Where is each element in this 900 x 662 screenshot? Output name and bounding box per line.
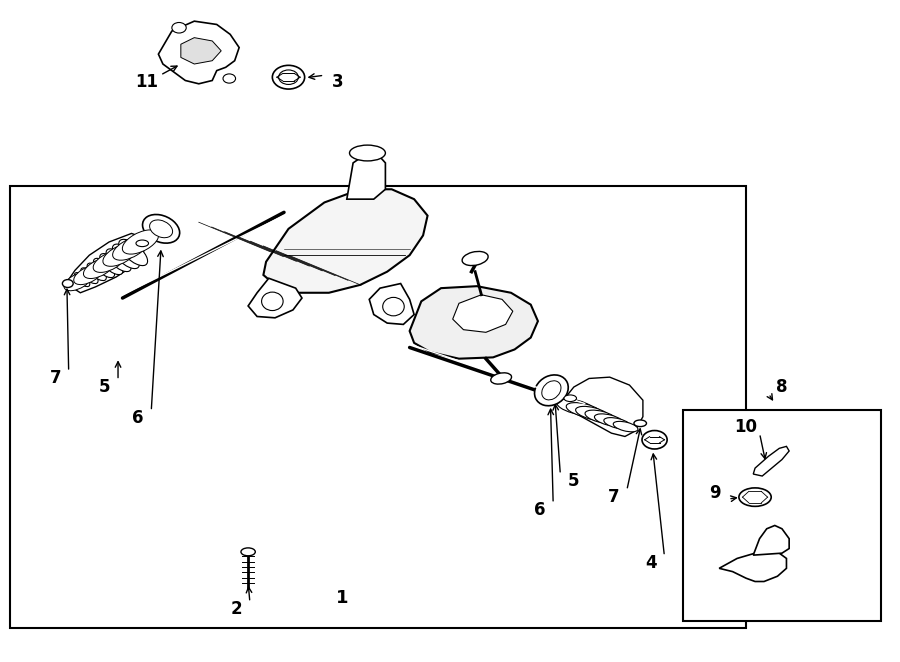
Ellipse shape — [119, 240, 148, 265]
Polygon shape — [264, 189, 428, 293]
Ellipse shape — [613, 422, 638, 432]
Ellipse shape — [542, 381, 561, 400]
Bar — [11, 186, 746, 628]
Ellipse shape — [172, 23, 186, 33]
Ellipse shape — [564, 395, 577, 402]
Ellipse shape — [136, 240, 149, 247]
Ellipse shape — [642, 430, 667, 449]
Ellipse shape — [112, 237, 148, 260]
Ellipse shape — [142, 214, 180, 243]
Polygon shape — [410, 286, 538, 359]
Polygon shape — [346, 153, 385, 199]
Ellipse shape — [81, 268, 98, 283]
Polygon shape — [453, 295, 513, 332]
Ellipse shape — [122, 230, 158, 254]
Ellipse shape — [594, 414, 624, 426]
Ellipse shape — [149, 220, 173, 238]
Text: 1: 1 — [336, 589, 348, 607]
Ellipse shape — [279, 70, 299, 85]
Ellipse shape — [382, 297, 404, 316]
Polygon shape — [753, 526, 789, 555]
Ellipse shape — [100, 254, 122, 275]
Text: 11: 11 — [135, 73, 158, 91]
Ellipse shape — [262, 292, 284, 310]
Text: 4: 4 — [645, 554, 657, 572]
Ellipse shape — [87, 263, 106, 281]
Polygon shape — [158, 21, 239, 84]
Ellipse shape — [576, 406, 609, 420]
Ellipse shape — [112, 244, 140, 269]
Ellipse shape — [84, 258, 113, 279]
Ellipse shape — [75, 273, 90, 287]
Ellipse shape — [103, 244, 136, 266]
Ellipse shape — [74, 265, 103, 285]
Text: 9: 9 — [709, 483, 721, 502]
Text: 5: 5 — [568, 472, 580, 491]
Ellipse shape — [94, 251, 125, 272]
Ellipse shape — [535, 375, 568, 406]
Ellipse shape — [241, 548, 256, 556]
Text: 6: 6 — [132, 409, 143, 427]
Ellipse shape — [634, 420, 646, 426]
Polygon shape — [753, 446, 789, 476]
Ellipse shape — [557, 399, 594, 415]
Ellipse shape — [739, 488, 771, 506]
Ellipse shape — [273, 66, 304, 89]
Polygon shape — [248, 278, 302, 318]
Ellipse shape — [223, 74, 236, 83]
Ellipse shape — [106, 249, 131, 271]
Ellipse shape — [585, 410, 616, 423]
Text: 6: 6 — [534, 501, 545, 519]
Ellipse shape — [604, 418, 631, 429]
Ellipse shape — [94, 258, 114, 277]
Text: 5: 5 — [99, 378, 111, 396]
Ellipse shape — [462, 252, 488, 265]
Text: 3: 3 — [332, 73, 344, 91]
Ellipse shape — [566, 402, 602, 418]
Polygon shape — [66, 234, 147, 293]
Text: 7: 7 — [608, 488, 619, 506]
Ellipse shape — [62, 279, 73, 287]
Polygon shape — [181, 38, 221, 64]
Text: 8: 8 — [776, 378, 788, 396]
Polygon shape — [369, 283, 414, 324]
Ellipse shape — [64, 272, 91, 291]
Ellipse shape — [491, 373, 511, 384]
Text: 7: 7 — [50, 369, 61, 387]
Ellipse shape — [349, 145, 385, 161]
Bar — [683, 410, 881, 621]
Text: 2: 2 — [230, 600, 242, 618]
Polygon shape — [565, 377, 643, 436]
Text: 10: 10 — [734, 418, 758, 436]
Polygon shape — [719, 552, 787, 581]
